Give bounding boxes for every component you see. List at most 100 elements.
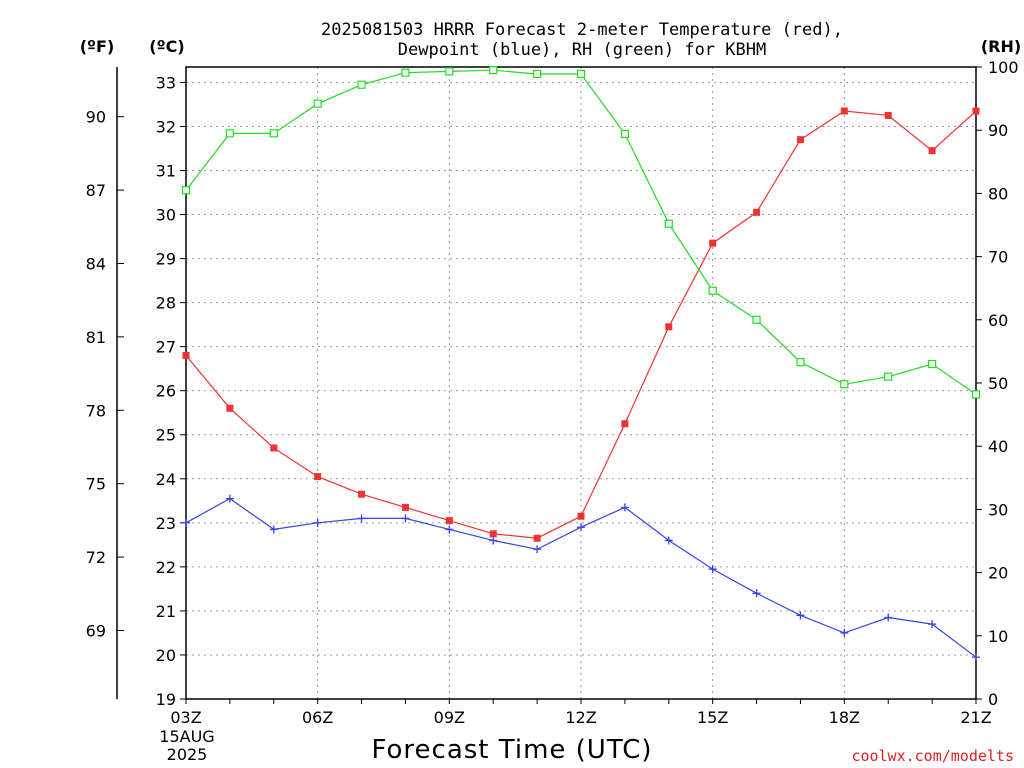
temperature-series [182,107,980,542]
x-tick-label: 12Z [565,708,596,727]
temperature-point [709,239,717,247]
dewpoint-point [225,494,234,503]
rh-point [489,66,498,75]
dewpoint-point [182,518,190,527]
celsius-tick-label: 22 [156,558,176,577]
fahrenheit-tick-label: 69 [86,621,106,640]
temperature-point [401,503,409,511]
temperature-point [314,473,322,481]
temperature-point [533,534,541,542]
dewpoint-point [664,536,673,545]
x-tick-label: 21Z [960,708,991,727]
temperature-point [182,351,190,359]
dewpoint-point [972,653,980,662]
celsius-tick-label: 24 [156,470,176,489]
celsius-unit-label: (ºC) [149,37,184,56]
x-tick-label: 15Z [697,708,728,727]
x-date-year: 2025 [167,745,208,764]
dewpoint-series [182,494,980,662]
dewpoint-point [313,518,322,527]
celsius-tick-label: 31 [156,161,176,180]
rh-point [533,69,542,79]
celsius-tick-label: 20 [156,646,176,665]
rh-unit-label: (RH) [981,37,1021,56]
rh-tick-label: 0 [988,690,998,709]
x-tick-label: 09Z [434,708,465,727]
dewpoint-point [620,503,629,512]
rh-point [401,68,410,77]
fahrenheit-tick-label: 90 [86,108,106,127]
fahrenheit-tick-label: 87 [86,181,106,200]
fahrenheit-tick-label: 81 [86,328,106,347]
celsius-tick-label: 30 [156,206,176,225]
rh-tick-label: 70 [988,248,1008,267]
rh-tick-label: 30 [988,500,1008,519]
source-credit: coolwx.com/modelts [851,747,1014,765]
fahrenheit-unit-label: (ºF) [80,37,115,56]
temperature-point [489,530,497,538]
fahrenheit-tick-label: 84 [86,254,106,273]
dewpoint-point [401,514,410,523]
chart-subtitle: Dewpoint (blue), RH (green) for KBHM [398,40,766,60]
tick-labels: 19 20 21 22 23 24 25 26 27 28 29 30 31 32 33 69 72 75 78 81… [86,58,1019,727]
x-tick-label: 18Z [829,708,860,727]
rh-tick-label: 100 [988,58,1019,77]
fahrenheit-tick-label: 75 [86,475,106,494]
chart-title: 2025081503 HRRR Forecast 2-meter Tempera… [321,20,843,40]
plot-frame [185,66,977,700]
celsius-tick-label: 33 [156,73,176,92]
temperature-point [753,208,761,216]
dewpoint-point [884,613,893,622]
rh-point [576,69,586,79]
temperature-point [840,107,848,115]
rh-tick-label: 50 [988,374,1008,393]
fahrenheit-tick-label: 78 [86,401,106,420]
temperature-point [577,512,585,520]
rh-tick-label: 20 [988,564,1008,583]
rh-point [445,67,454,76]
celsius-tick-label: 23 [156,514,176,533]
celsius-tick-label: 27 [156,338,176,357]
dewpoint-point [840,628,849,637]
rh-tick-label: 10 [988,627,1008,646]
celsius-tick-label: 29 [156,250,176,269]
rh-point [796,358,805,367]
rh-point [181,186,191,195]
temperature-point [358,490,366,498]
dewpoint-point [752,589,761,598]
rh-tick-label: 60 [988,311,1008,330]
rh-point [971,390,981,399]
rh-point [620,129,629,139]
rh-tick-label: 40 [988,437,1008,456]
dewpoint-point [533,545,542,554]
dewpoint-point [269,525,278,534]
dewpoint-point [445,525,454,534]
x-axis-title: Forecast Time (UTC) [371,735,652,765]
celsius-tick-label: 28 [156,294,176,313]
rh-tick-label: 90 [988,121,1008,140]
celsius-tick-label: 32 [156,117,176,136]
temperature-point [796,136,804,144]
temperature-point [445,517,453,525]
rh-series [181,66,981,399]
dewpoint-point [928,620,937,629]
rh-point [357,80,366,89]
data-series [181,66,981,662]
celsius-tick-label: 26 [156,382,176,401]
dewpoint-point [577,523,585,532]
x-tick-label: 06Z [302,708,333,727]
temperature-point [884,111,892,119]
rh-point [225,129,234,138]
temperature-point [928,147,936,155]
rh-point [664,219,673,228]
rh-point [928,359,937,369]
rh-tick-label: 80 [988,184,1008,203]
fahrenheit-tick-label: 72 [86,548,106,567]
rh-point [269,129,278,138]
x-tick-label: 03Z [170,708,201,727]
temperature-point [665,323,673,331]
celsius-tick-label: 21 [156,602,176,621]
rh-point [884,372,893,381]
temperature-point [621,420,629,428]
